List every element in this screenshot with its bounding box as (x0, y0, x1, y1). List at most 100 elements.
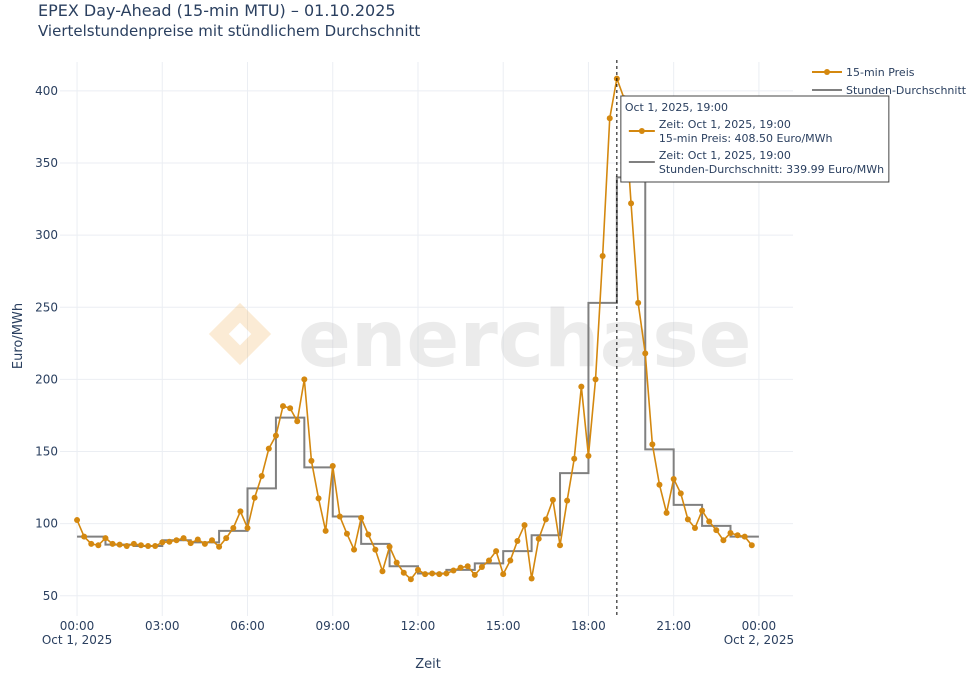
preis-15min-point[interactable] (137, 542, 144, 549)
preis-15min-point[interactable] (734, 532, 741, 539)
preis-15min-point[interactable] (478, 563, 485, 570)
preis-15min-point[interactable] (208, 537, 215, 544)
preis-15min-point[interactable] (656, 481, 663, 488)
preis-15min-point[interactable] (599, 253, 606, 260)
preis-15min-point[interactable] (464, 563, 471, 570)
preis-15min-point[interactable] (649, 441, 656, 448)
preis-15min-point[interactable] (280, 403, 287, 410)
preis-15min-point[interactable] (294, 418, 301, 425)
preis-15min-point[interactable] (95, 542, 102, 549)
preis-15min-point[interactable] (244, 524, 251, 531)
preis-15min-point[interactable] (684, 516, 691, 523)
preis-15min-point[interactable] (272, 432, 279, 439)
preis-15min-point[interactable] (585, 452, 592, 459)
preis-15min-point[interactable] (322, 527, 329, 534)
legend-item[interactable]: 15-min Preis (812, 66, 915, 79)
preis-15min-point[interactable] (443, 570, 450, 577)
preis-15min-point[interactable] (201, 540, 208, 547)
legend[interactable]: 15-min Preis Stunden-Durchschnitt (812, 66, 967, 97)
preis-15min-point[interactable] (365, 531, 372, 538)
preis-15min-point[interactable] (535, 535, 542, 542)
preis-15min-point[interactable] (720, 537, 727, 544)
preis-15min-point[interactable] (315, 495, 322, 502)
preis-15min-point[interactable] (606, 115, 613, 122)
x-tick-label: 21:00 (656, 619, 691, 633)
preis-15min-point[interactable] (230, 524, 237, 531)
preis-15min-point[interactable] (116, 541, 123, 548)
preis-15min-point[interactable] (457, 564, 464, 571)
preis-15min-point[interactable] (557, 542, 564, 549)
preis-15min-point[interactable] (258, 473, 265, 480)
preis-15min-point[interactable] (564, 497, 571, 504)
preis-15min-point[interactable] (741, 533, 748, 540)
preis-15min-point[interactable] (237, 508, 244, 515)
preis-15min-point[interactable] (251, 494, 258, 501)
preis-15min-point[interactable] (145, 543, 152, 550)
preis-15min-point[interactable] (223, 535, 230, 542)
preis-15min-point[interactable] (748, 542, 755, 549)
preis-15min-point[interactable] (393, 559, 400, 566)
preis-15min-point[interactable] (308, 457, 315, 464)
preis-15min-point[interactable] (521, 522, 528, 529)
preis-15min-point[interactable] (663, 509, 670, 516)
preis-15min-point[interactable] (216, 543, 223, 550)
preis-15min-point[interactable] (81, 533, 88, 540)
preis-15min-point[interactable] (287, 405, 294, 412)
preis-15min-point[interactable] (123, 543, 130, 550)
preis-15min-point[interactable] (351, 546, 358, 553)
preis-15min-point[interactable] (173, 537, 180, 544)
preis-15min-point[interactable] (74, 517, 81, 524)
preis-15min-point[interactable] (706, 518, 713, 525)
preis-15min-point[interactable] (429, 570, 436, 577)
preis-15min-point[interactable] (493, 548, 500, 555)
preis-15min-point[interactable] (514, 537, 521, 544)
preis-15min-point[interactable] (670, 475, 677, 482)
preis-15min-point[interactable] (166, 538, 173, 545)
preis-15min-point[interactable] (109, 540, 116, 547)
preis-15min-point[interactable] (691, 524, 698, 531)
preis-15min-point[interactable] (450, 567, 457, 574)
preis-15min-point[interactable] (471, 571, 478, 578)
preis-15min-point[interactable] (386, 543, 393, 550)
preis-15min-point[interactable] (400, 569, 407, 576)
preis-15min-point[interactable] (677, 490, 684, 497)
preis-15min-point[interactable] (713, 527, 720, 534)
preis-15min-point[interactable] (592, 376, 599, 383)
preis-15min-point[interactable] (130, 540, 137, 547)
preis-15min-point[interactable] (486, 557, 493, 564)
preis-15min-point[interactable] (88, 540, 95, 547)
preis-15min-point[interactable] (571, 455, 578, 462)
preis-15min-point[interactable] (407, 576, 414, 583)
legend-item[interactable]: Stunden-Durchschnitt (812, 84, 967, 97)
preis-15min-point[interactable] (159, 539, 166, 546)
preis-15min-point[interactable] (301, 376, 308, 383)
preis-15min-point[interactable] (187, 540, 194, 547)
preis-15min-point[interactable] (699, 507, 706, 514)
preis-15min-point[interactable] (194, 536, 201, 543)
preis-15min-point[interactable] (727, 530, 734, 537)
preis-15min-point[interactable] (414, 566, 421, 573)
preis-15min-point[interactable] (500, 571, 507, 578)
preis-15min-point[interactable] (372, 546, 379, 553)
preis-15min-point[interactable] (642, 350, 649, 357)
preis-15min-point[interactable] (542, 516, 549, 523)
preis-15min-point[interactable] (549, 496, 556, 503)
preis-15min-point[interactable] (329, 462, 336, 469)
preis-15min-point[interactable] (180, 535, 187, 542)
preis-15min-point[interactable] (343, 530, 350, 537)
preis-15min-point[interactable] (635, 299, 642, 306)
preis-15min-point[interactable] (436, 571, 443, 578)
preis-15min-point[interactable] (507, 557, 514, 564)
preis-15min-point[interactable] (528, 575, 535, 582)
preis-15min-point[interactable] (336, 513, 343, 520)
preis-15min-point[interactable] (422, 571, 429, 578)
preis-15min-point[interactable] (152, 543, 159, 550)
preis-15min-point[interactable] (102, 535, 109, 542)
preis-15min-point[interactable] (358, 514, 365, 521)
preis-15min-point[interactable] (628, 200, 635, 207)
preis-15min-point[interactable] (379, 568, 386, 575)
preis-15min-point[interactable] (265, 445, 272, 452)
series-15min-preis[interactable] (74, 75, 755, 583)
preis-15min-point[interactable] (578, 383, 585, 390)
